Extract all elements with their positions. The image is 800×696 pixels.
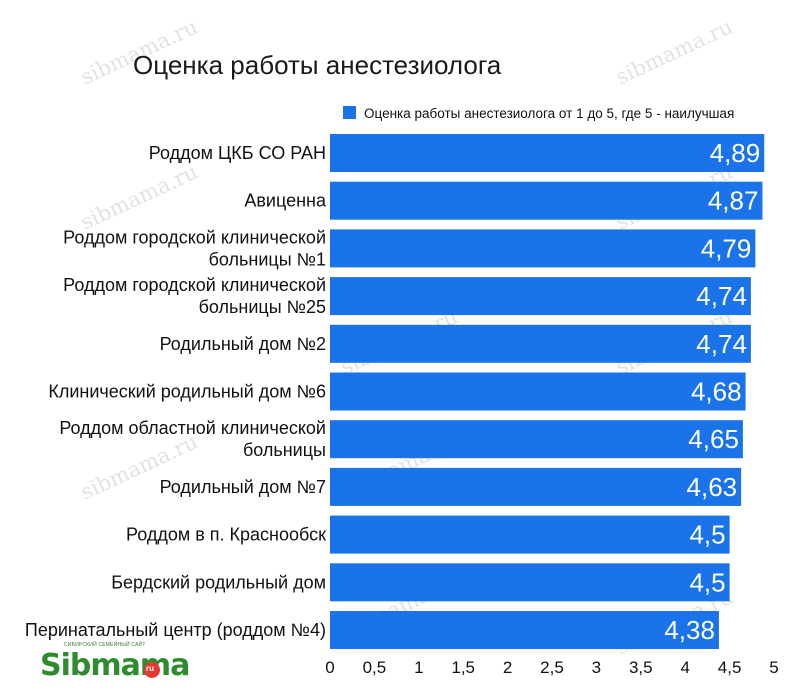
bar-value-label: 4,38 — [664, 615, 715, 645]
x-tick-label: 2 — [503, 658, 512, 677]
bar-value-label: 4,5 — [689, 567, 725, 597]
x-tick-label: 4,5 — [718, 658, 742, 677]
x-axis: 0 0,5 1 1,5 2 2,5 3 3,5 4 4,5 5 — [325, 658, 778, 677]
bar-value-label: 4,63 — [687, 472, 738, 502]
watermark-text: sibmama.ru — [612, 15, 736, 90]
category-label: Родильный дом №2 — [160, 334, 326, 354]
x-tick-label: 1 — [414, 658, 423, 677]
category-label: Роддом в п. Краснообск — [126, 525, 326, 545]
x-tick-label: 3,5 — [629, 658, 653, 677]
logo-brand: Sibmama — [40, 648, 190, 683]
bar-value-label: 4,74 — [696, 329, 747, 359]
category-label: Родильный дом №7 — [160, 477, 326, 497]
sibmama-logo: СИБИРСКИЙ СЕМЕЙНЫЙ САЙТ Sibmama ru — [40, 640, 190, 684]
watermark-text: sibmama.ru — [77, 160, 201, 235]
bar — [330, 181, 763, 220]
bar — [330, 229, 756, 268]
logo-dot-icon — [144, 662, 160, 678]
category-label: Клинический родильный дом №6 — [48, 382, 326, 402]
x-tick-label: 2,5 — [540, 658, 564, 677]
legend-label: Оценка работы анестезиолога от 1 до 5, г… — [364, 106, 734, 121]
category-label: Бердский родильный дом — [111, 572, 326, 592]
category-label: Роддом городской клинической — [63, 275, 326, 295]
bar — [330, 420, 743, 459]
category-label: Роддом ЦКБ СО РАН — [149, 143, 326, 163]
bar-value-label: 4,74 — [696, 281, 747, 311]
category-label: Роддом городской клинической — [63, 227, 326, 247]
bar-value-label: 4,79 — [701, 233, 752, 263]
bar — [330, 372, 746, 411]
x-tick-label: 0 — [325, 658, 334, 677]
legend-swatch — [343, 106, 356, 119]
x-tick-label: 0,5 — [363, 658, 387, 677]
bar-value-label: 4,68 — [691, 377, 742, 407]
x-tick-label: 3 — [592, 658, 601, 677]
bar — [330, 611, 719, 649]
category-label: Роддом областной клинической — [59, 418, 326, 438]
bar — [330, 134, 765, 172]
bar-value-label: 4,5 — [689, 520, 725, 550]
bar-value-label: 4,89 — [710, 138, 761, 168]
category-label: Авиценна — [244, 191, 327, 211]
bars-layer: 4,89 4,87 4,79 4,74 4,74 4,68 4,65 4,63 4,5 4,5 4,… — [330, 134, 765, 649]
category-label: Перинатальный центр (роддом №4) — [25, 620, 326, 640]
bar-value-label: 4,87 — [708, 186, 759, 216]
bar — [330, 277, 751, 316]
category-label: больницы №1 — [209, 249, 326, 269]
bar — [330, 467, 742, 506]
category-labels: Роддом ЦКБ СО РАН Авиценна Роддом городско… — [25, 143, 327, 640]
bar-value-label: 4,65 — [688, 424, 739, 454]
logo-tagline: СИБИРСКИЙ СЕМЕЙНЫЙ САЙТ — [64, 642, 146, 648]
category-label: больницы — [243, 440, 326, 460]
bar — [330, 515, 730, 554]
x-tick-label: 4 — [680, 658, 689, 677]
bar — [330, 563, 730, 602]
category-label: больницы №25 — [199, 297, 326, 317]
x-tick-label: 1,5 — [451, 658, 475, 677]
legend: Оценка работы анестезиолога от 1 до 5, г… — [343, 106, 734, 121]
bar — [330, 324, 751, 363]
logo-suffix: ru — [146, 664, 154, 673]
x-tick-label: 5 — [769, 658, 778, 677]
chart-title: Оценка работы анестезиолога — [133, 50, 502, 80]
